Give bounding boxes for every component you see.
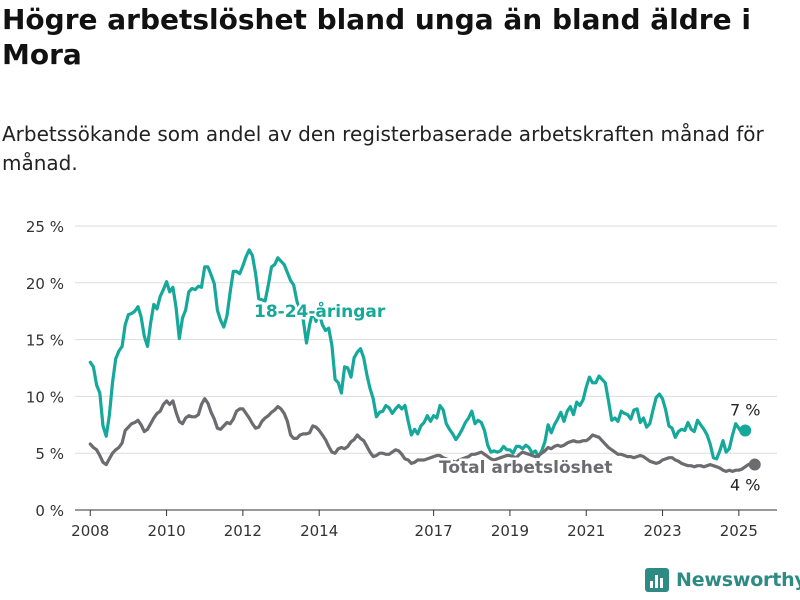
y-tick-label: 20 % bbox=[26, 275, 64, 293]
bar-chart-icon bbox=[645, 568, 669, 592]
axes: 0 % 5 % 10 % 15 % 20 % 25 % 2008 2010 2012 2014 20… bbox=[26, 218, 758, 540]
newsworthy-logo: Newsworthy bbox=[645, 568, 800, 592]
y-tick-label: 5 % bbox=[35, 445, 64, 463]
total-end-value-label: 4 % bbox=[730, 476, 760, 495]
x-tick-label: 2008 bbox=[71, 522, 109, 540]
labels: 18-24-åringar Total arbetslöshet 7 % 4 % bbox=[252, 298, 761, 495]
y-tick-label: 25 % bbox=[26, 218, 64, 236]
youth-end-point bbox=[739, 424, 752, 437]
total-end-point bbox=[748, 458, 761, 471]
chart-title: Högre arbetslöshet bland unga än bland ä… bbox=[2, 3, 751, 71]
x-tick-label: 2023 bbox=[643, 522, 681, 540]
y-tick-label: 10 % bbox=[26, 388, 64, 406]
x-tick-label: 2021 bbox=[567, 522, 605, 540]
x-tick-label: 2012 bbox=[224, 522, 262, 540]
total-series-label: Total arbetslöshet bbox=[439, 458, 613, 478]
youth-series-line bbox=[88, 248, 747, 461]
x-tick-label: 2025 bbox=[720, 522, 758, 540]
grid-lines bbox=[75, 225, 777, 511]
youth-end-value-label: 7 % bbox=[730, 400, 760, 419]
x-tick-label: 2010 bbox=[147, 522, 185, 540]
total-series-line bbox=[88, 397, 757, 473]
x-tick-label: 2014 bbox=[300, 522, 338, 540]
y-tick-label: 15 % bbox=[26, 332, 64, 350]
x-tick-label: 2019 bbox=[491, 522, 529, 540]
y-tick-label: 0 % bbox=[35, 502, 64, 520]
series-lines bbox=[88, 248, 761, 473]
youth-series-label: 18-24-åringar bbox=[254, 300, 386, 322]
brand-name: Newsworthy bbox=[676, 569, 800, 591]
x-tick-label: 2017 bbox=[415, 522, 453, 540]
chart-subtitle: Arbetssökande som andel av den registerb… bbox=[2, 122, 764, 175]
